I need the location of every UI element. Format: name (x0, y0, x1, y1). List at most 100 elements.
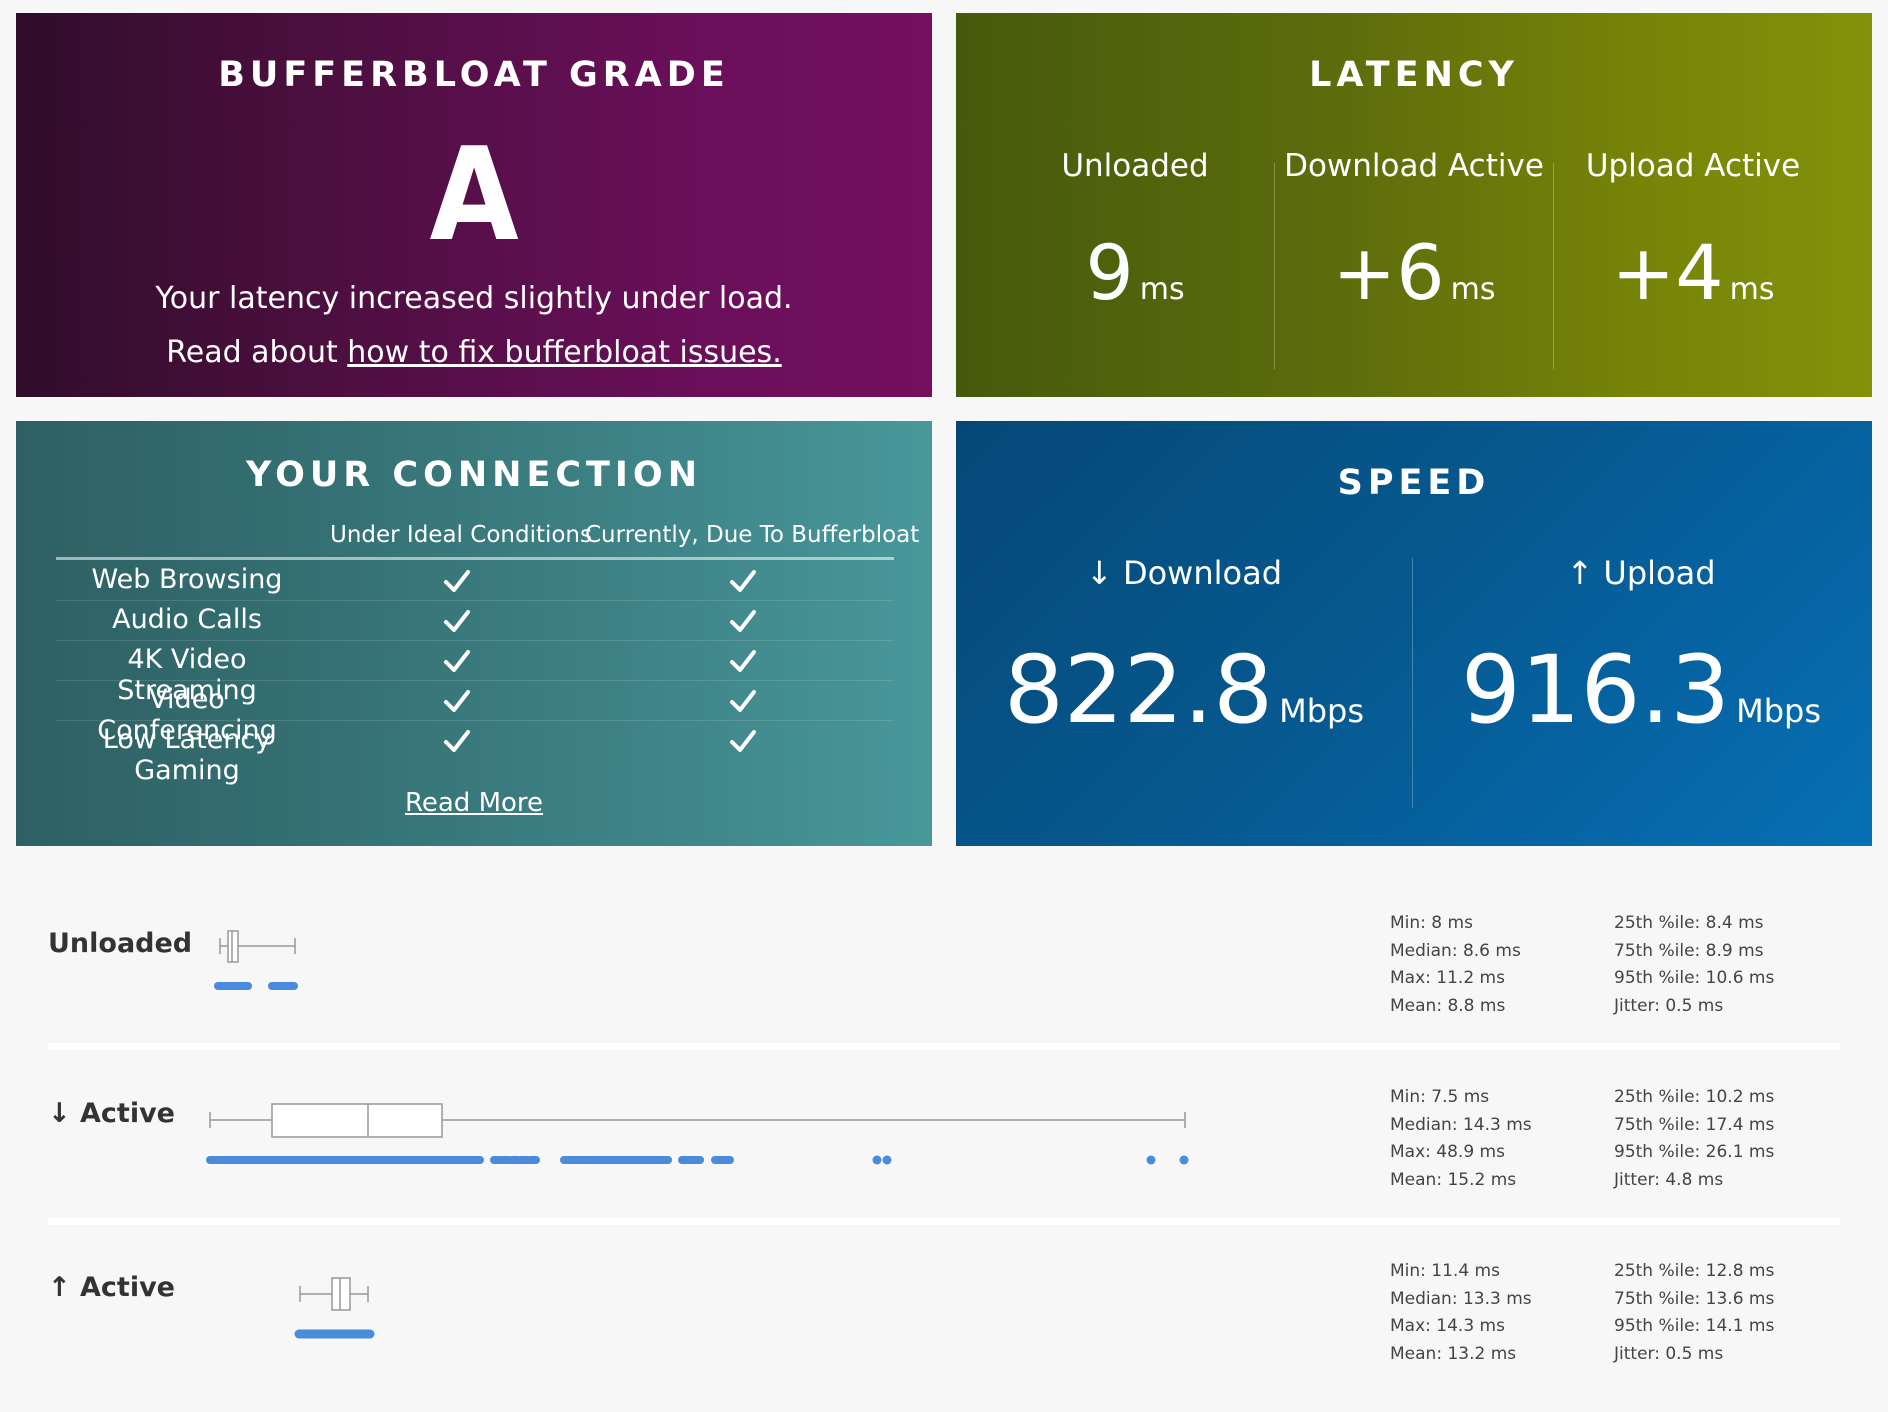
stats-right-column: 25th %ile: 8.4 ms 75th %ile: 8.9 ms 95th… (1614, 910, 1774, 1020)
upload-label: ↑ Upload (1566, 554, 1716, 592)
latency-detail-upload-active: ↑ Active Min: 11.4 ms Median: 13.3 ms Ma… (48, 1258, 1840, 1378)
stat-mean: Mean: 8.8 ms (1390, 995, 1506, 1016)
latency-download-value: +6 (1332, 228, 1445, 317)
stat-jitter: Jitter: 0.5 ms (1614, 995, 1724, 1016)
stat-p25: 25th %ile: 10.2 ms (1614, 1087, 1775, 1107)
connection-row: Video Conferencing (56, 680, 894, 746)
latency-separator (1553, 163, 1554, 369)
latency-sample-dot (872, 1155, 882, 1165)
connection-row: Web Browsing (56, 560, 894, 601)
latency-unloaded-unit: ms (1139, 272, 1185, 307)
stats-left-column: Min: 7.5 ms Median: 14.3 ms Max: 48.9 ms… (1390, 1084, 1532, 1194)
latency-upload-value: +4 (1611, 228, 1724, 317)
connection-row: 4K Video Streaming (56, 640, 894, 706)
latency-upload-label: Upload Active (1585, 148, 1801, 184)
checkmark-icon (730, 650, 756, 672)
stats-left-column: Min: 8 ms Median: 8.6 ms Max: 11.2 ms Me… (1390, 910, 1521, 1020)
latency-unloaded: Unloaded 9 ms (996, 148, 1274, 317)
latency-card: LATENCY Unloaded 9 ms Download Active +6 m… (956, 13, 1872, 397)
connection-row: Audio Calls (56, 600, 894, 641)
latency-title: LATENCY (1309, 55, 1519, 95)
grade-read-line: Read about how to fix bufferbloat issues… (16, 335, 932, 370)
grade-title: BUFFERBLOAT GRADE (218, 55, 730, 95)
latency-detail-download-active: ↓ Active Min: 7.5 ms Median: 14.3 ms Max… (48, 1084, 1840, 1204)
checkmark-icon (730, 610, 756, 632)
download-unit: Mbps (1279, 692, 1364, 730)
speed-card: SPEED ↓ Download 822.8 Mbps ↑ Upload 916.… (956, 421, 1872, 846)
grade-read-prefix: Read about (166, 335, 338, 370)
latency-detail-title: Unloaded (48, 928, 193, 959)
latency-sample-dot (1179, 1155, 1189, 1165)
latency-separator (1274, 163, 1275, 369)
connection-row-label: Low Latency Gaming (102, 724, 272, 786)
latency-upload-active: Upload Active +4 ms (1554, 148, 1832, 317)
latency-sample-dot (1146, 1155, 1156, 1165)
stat-p95: 95th %ile: 14.1 ms (1614, 1316, 1775, 1336)
stat-max: Max: 14.3 ms (1390, 1316, 1505, 1336)
checkmark-icon (444, 610, 470, 632)
stats-left-column: Min: 11.4 ms Median: 13.3 ms Max: 14.3 m… (1390, 1258, 1532, 1368)
checkmark-icon (444, 570, 470, 592)
latency-sample-dot (882, 1155, 892, 1165)
download-label: ↓ Download (1085, 554, 1283, 592)
stats-right-column: 25th %ile: 10.2 ms 75th %ile: 17.4 ms 95… (1614, 1084, 1774, 1194)
upload-unit: Mbps (1736, 692, 1821, 730)
download-active-boxplot (206, 1103, 1189, 1165)
download-value: 822.8 (1003, 636, 1274, 745)
upload-active-boxplot (294, 1277, 375, 1339)
latency-detail-title: ↑ Active (48, 1272, 175, 1303)
latency-download-label: Download Active (1284, 148, 1544, 184)
read-more-line: Read More (16, 788, 932, 818)
stats-right-column: 25th %ile: 12.8 ms 75th %ile: 13.6 ms 95… (1614, 1258, 1774, 1368)
checkmark-icon (444, 690, 470, 712)
row-divider (48, 1218, 1840, 1225)
download-speed: ↓ Download 822.8 Mbps (956, 554, 1412, 745)
checkmark-icon (730, 730, 756, 752)
grade-letter: A (429, 121, 519, 270)
stat-mean: Mean: 13.2 ms (1390, 1343, 1517, 1364)
latency-detail-title: ↓ Active (48, 1098, 175, 1129)
grade-message: Your latency increased slightly under lo… (155, 281, 793, 316)
stat-p95: 95th %ile: 26.1 ms (1614, 1142, 1775, 1162)
connection-row-label: Video Conferencing (97, 684, 277, 746)
connection-title: YOUR CONNECTION (246, 455, 702, 495)
boxplot-box (331, 1277, 351, 1311)
stat-p75: 75th %ile: 8.9 ms (1614, 940, 1764, 961)
latency-upload-unit: ms (1729, 272, 1775, 307)
upload-speed: ↑ Upload 916.3 Mbps (1413, 554, 1869, 745)
connection-card: YOUR CONNECTION Under Ideal Conditions C… (16, 421, 932, 846)
row-divider (48, 1043, 1840, 1050)
stat-p75: 75th %ile: 13.6 ms (1614, 1288, 1775, 1309)
latency-unloaded-value: 9 (1085, 228, 1134, 317)
stat-jitter: Jitter: 0.5 ms (1614, 1343, 1724, 1364)
fix-bufferbloat-link[interactable]: how to fix bufferbloat issues. (347, 335, 782, 370)
stat-p25: 25th %ile: 12.8 ms (1614, 1261, 1775, 1281)
stat-jitter: Jitter: 4.8 ms (1614, 1169, 1724, 1190)
latency-download-active: Download Active +6 ms (1275, 148, 1553, 317)
latency-download-unit: ms (1450, 272, 1496, 307)
upload-value: 916.3 (1460, 636, 1731, 745)
column-header-ideal: Under Ideal Conditions (330, 522, 592, 548)
stat-max: Max: 48.9 ms (1390, 1142, 1505, 1162)
boxplot-box (271, 1103, 443, 1138)
latency-detail-unloaded: Unloaded Min: 8 ms Median: 8.6 ms Max: 1… (48, 910, 1840, 1030)
speed-title: SPEED (1337, 463, 1491, 503)
unloaded-boxplot (214, 930, 298, 990)
stat-median: Median: 13.3 ms (1390, 1288, 1532, 1309)
connection-row-label: 4K Video Streaming (117, 644, 257, 706)
stat-median: Median: 8.6 ms (1390, 940, 1521, 961)
checkmark-icon (730, 690, 756, 712)
connection-row: Low Latency Gaming (56, 720, 894, 786)
connection-row-label: Web Browsing (91, 564, 283, 595)
boxplot-box (227, 930, 239, 963)
read-more-link[interactable]: Read More (404, 788, 544, 818)
stat-min: Min: 7.5 ms (1390, 1087, 1490, 1107)
column-header-current: Currently, Due To Bufferbloat (585, 522, 920, 548)
connection-row-label: Audio Calls (112, 604, 262, 635)
speed-separator (1412, 558, 1413, 808)
stat-min: Min: 11.4 ms (1390, 1261, 1500, 1281)
checkmark-icon (444, 650, 470, 672)
stat-p95: 95th %ile: 10.6 ms (1614, 968, 1775, 988)
stat-mean: Mean: 15.2 ms (1390, 1169, 1517, 1190)
bufferbloat-grade-card: BUFFERBLOAT GRADE A Your latency increas… (16, 13, 932, 397)
